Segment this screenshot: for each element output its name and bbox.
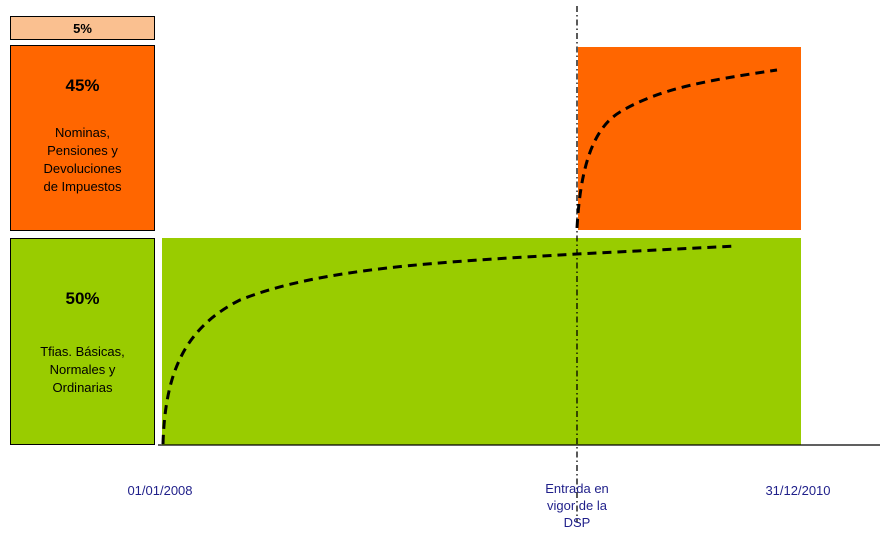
legend-45-line: Nominas,	[55, 125, 110, 140]
legend-50-line: Normales y	[49, 362, 116, 377]
legend-50-line: Ordinarias	[52, 380, 113, 395]
orange-area	[578, 47, 801, 230]
end-date-label: 31/12/2010	[765, 483, 831, 498]
legend-45-line: Devoluciones	[43, 161, 122, 176]
milestone-label: Entrada en vigor de la DSP	[522, 480, 632, 531]
adoption-curve-green	[161, 244, 738, 445]
milestone-label-line: DSP	[563, 515, 591, 530]
start-date-label: 01/01/2008	[127, 483, 193, 498]
legend-45-percent-description: Nominas, Pensiones y Devoluciones de Imp…	[11, 124, 154, 196]
legend-50-line: Tfias. Básicas,	[40, 344, 125, 359]
legend-box-5-percent: 5%	[10, 16, 155, 40]
legend-box-45-percent: 45% Nominas, Pensiones y Devoluciones de…	[10, 45, 155, 231]
milestone-label-line: Entrada en	[545, 481, 609, 496]
legend-45-line: Pensiones y	[47, 143, 118, 158]
green-area	[162, 238, 801, 445]
legend-50-percent-description: Tfias. Básicas, Normales y Ordinarias	[11, 343, 154, 397]
adoption-curve-orange	[575, 68, 778, 229]
legend-box-50-percent: 50% Tfias. Básicas, Normales y Ordinaria…	[10, 238, 155, 445]
legend-45-line: de Impuestos	[43, 179, 122, 194]
legend-5-percent-value: 5%	[73, 21, 92, 36]
legend-45-percent-value: 45%	[65, 76, 100, 95]
legend-50-percent-value: 50%	[65, 289, 100, 308]
milestone-label-line: vigor de la	[547, 498, 607, 513]
